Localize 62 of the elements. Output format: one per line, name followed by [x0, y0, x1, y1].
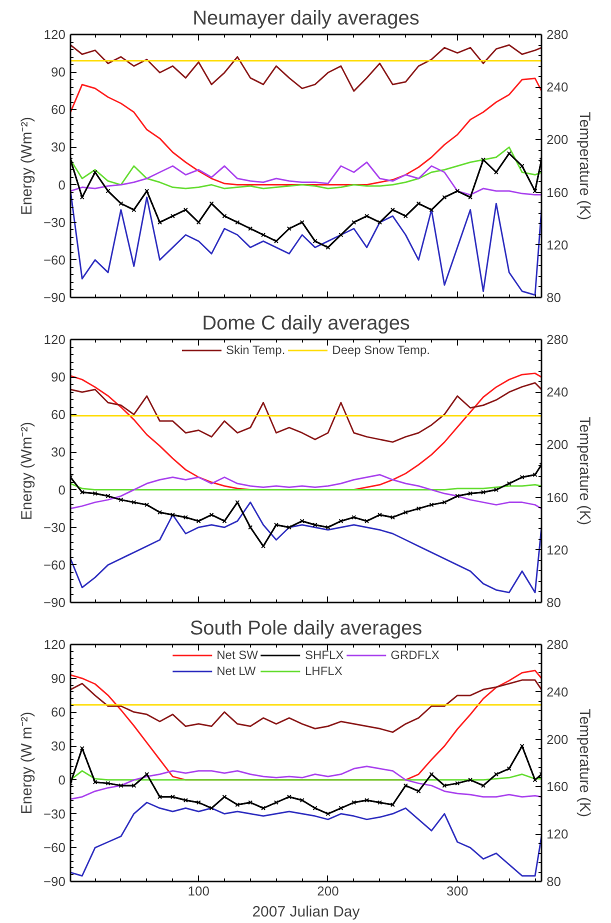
legend-label: Skin Temp. — [226, 343, 286, 357]
y-tick-label: 60 — [51, 102, 66, 118]
y2-tick-label: 120 — [546, 826, 568, 842]
y-tick-label: −30 — [43, 520, 66, 535]
y2-tick-label: 160 — [546, 779, 568, 794]
chart-title: South Pole daily averages — [190, 618, 422, 640]
y2-tick-label: 160 — [546, 184, 568, 200]
y-tick-label: 30 — [51, 444, 66, 460]
y-tick-label: 120 — [44, 27, 66, 42]
y-tick-label: 120 — [44, 332, 66, 347]
y-axis-title: Energy (Wm⁻²) — [18, 422, 36, 520]
x-tick-label: 200 — [317, 884, 339, 898]
y2-tick-label: 120 — [546, 237, 568, 252]
y-tick-label: 60 — [51, 704, 66, 720]
chart-title: Neumayer daily averages — [192, 8, 420, 30]
y-tick-label: 90 — [51, 370, 66, 385]
y-tick-label: −60 — [43, 252, 66, 268]
y-tick-label: 0 — [58, 177, 66, 192]
y-tick-label: −60 — [43, 840, 66, 856]
y-tick-label: 60 — [51, 407, 66, 422]
y2-axis-title: Temperature (K) — [576, 416, 594, 526]
y2-tick-label: 80 — [546, 874, 561, 889]
y2-tick-label: 280 — [546, 27, 568, 42]
y2-tick-label: 240 — [546, 684, 568, 700]
y-tick-label: 90 — [51, 670, 66, 686]
legend-label: Net LW — [216, 664, 256, 678]
y2-tick-label: 280 — [546, 637, 568, 652]
y-tick-label: −90 — [43, 874, 66, 889]
y2-axis-title: Temperature (K) — [576, 112, 594, 220]
x-tick-label: 100 — [188, 884, 210, 898]
legend-label: LHFLX — [304, 664, 342, 678]
legend-label: Deep Snow Temp. — [332, 343, 430, 357]
y-tick-label: −90 — [43, 290, 66, 305]
y-tick-label: 30 — [51, 140, 66, 155]
y2-tick-label: 80 — [546, 595, 561, 610]
y-axis-title: Energy (W m⁻²) — [18, 712, 36, 814]
y2-tick-label: 240 — [546, 80, 568, 95]
legend-label: Net SW — [216, 648, 258, 662]
y2-tick-label: 80 — [546, 290, 561, 305]
chart-title: Dome C daily averages — [202, 312, 410, 334]
y-axis-title: Energy (Wm⁻²) — [18, 116, 36, 216]
y-tick-label: −90 — [43, 595, 66, 610]
y2-tick-label: 120 — [546, 542, 568, 558]
y2-tick-label: 160 — [546, 490, 568, 505]
y-tick-label: 120 — [44, 637, 66, 652]
y-tick-label: 90 — [51, 64, 66, 80]
legend-label: SHFLX — [304, 648, 344, 662]
x-axis-title: 2007 Julian Day — [252, 904, 360, 920]
y2-tick-label: 200 — [546, 437, 568, 452]
y-tick-label: −60 — [43, 557, 66, 572]
y2-tick-label: 200 — [546, 732, 568, 747]
legend-label: GRDFLX — [390, 648, 440, 662]
y2-axis-title: Temperature (K) — [576, 708, 594, 818]
y2-tick-label: 200 — [546, 132, 568, 148]
y-tick-label: −30 — [43, 214, 66, 230]
y-tick-label: 0 — [58, 482, 66, 498]
y2-tick-label: 280 — [546, 332, 568, 347]
y-tick-label: −30 — [43, 806, 66, 822]
y-tick-label: 30 — [51, 738, 66, 754]
x-tick-label: 300 — [446, 884, 468, 898]
y2-tick-label: 240 — [546, 384, 568, 400]
y-tick-label: 0 — [58, 772, 66, 788]
